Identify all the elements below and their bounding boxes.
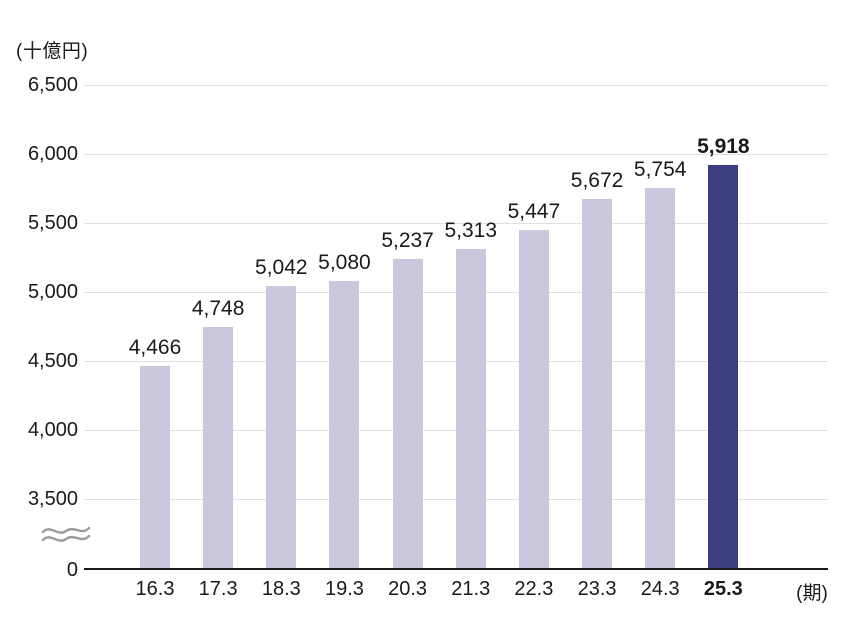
bar bbox=[392, 259, 423, 570]
y-tick-label: 4,500 bbox=[27, 350, 78, 372]
bar bbox=[203, 326, 234, 570]
bar-value-label: 5,918 bbox=[697, 135, 750, 159]
y-tick-label: 5,500 bbox=[27, 212, 78, 234]
y-tick-label: 6,500 bbox=[27, 74, 78, 96]
x-tick-label: 21.3 bbox=[451, 578, 491, 600]
bar bbox=[329, 280, 360, 570]
bar bbox=[582, 199, 613, 570]
y-tick-label: 3,500 bbox=[27, 488, 78, 510]
bar bbox=[518, 230, 549, 570]
bar bbox=[645, 187, 676, 570]
bar-value-label: 4,748 bbox=[191, 296, 245, 320]
bar-value-label: 5,313 bbox=[444, 218, 498, 242]
y-tick-label: 6,000 bbox=[27, 143, 78, 165]
x-tick-label: 22.3 bbox=[514, 578, 554, 600]
bar-highlighted bbox=[708, 165, 739, 570]
y-axis-unit-label: (十億円) bbox=[16, 41, 89, 62]
x-axis-line bbox=[84, 568, 828, 570]
x-tick-label: 23.3 bbox=[577, 578, 617, 600]
bar-value-label: 5,754 bbox=[633, 157, 687, 181]
bar-value-label: 5,080 bbox=[318, 250, 371, 274]
bar-value-label: 5,042 bbox=[255, 256, 308, 280]
bar-value-label: 4,466 bbox=[128, 335, 182, 359]
bar-value-label: 5,447 bbox=[507, 200, 561, 224]
x-tick-label: 18.3 bbox=[261, 578, 301, 600]
gridline bbox=[84, 223, 828, 224]
x-tick-label: 19.3 bbox=[324, 578, 364, 600]
y-tick-label: 5,000 bbox=[27, 281, 78, 303]
bar bbox=[455, 248, 486, 570]
x-tick-label: 25.3 bbox=[703, 578, 743, 600]
y-axis-break-icon bbox=[41, 526, 91, 542]
y-tick-label: 0 bbox=[66, 559, 78, 581]
x-axis-unit-label: (期) bbox=[796, 583, 828, 604]
x-tick-label: 17.3 bbox=[198, 578, 238, 600]
bar bbox=[266, 286, 297, 570]
gridline bbox=[84, 85, 828, 86]
x-tick-label: 24.3 bbox=[640, 578, 680, 600]
bar-value-label: 5,237 bbox=[381, 229, 434, 253]
gridline bbox=[84, 154, 828, 155]
y-tick-label: 4,000 bbox=[27, 419, 78, 441]
bar bbox=[140, 365, 170, 570]
bar-value-label: 5,672 bbox=[570, 169, 624, 193]
x-tick-label: 16.3 bbox=[135, 578, 175, 600]
x-tick-label: 20.3 bbox=[388, 578, 428, 600]
